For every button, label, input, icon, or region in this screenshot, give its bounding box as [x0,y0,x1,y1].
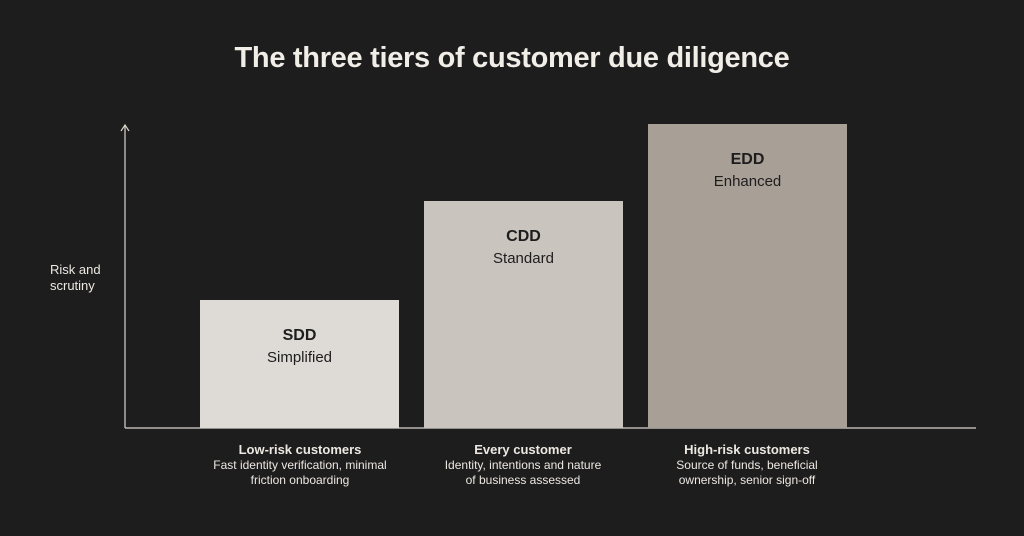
tier-code: SDD [282,327,317,344]
tier-bar: CDD Standard [424,201,623,428]
tier-audience: Every customer [474,442,572,457]
tier-name: Standard [493,250,554,267]
tier-caption: Low-risk customers Fast identity verific… [180,442,420,488]
tier-audience: Low-risk customers [238,442,362,457]
tier-description: of business assessed [465,473,581,487]
tier-code: CDD [506,228,541,245]
axis-arrow [120,123,130,132]
tier-code: EDD [730,151,765,168]
tier-name: Enhanced [713,173,782,190]
tier-description: Source of funds, beneficial [676,458,818,472]
tier-description: friction onboarding [250,473,350,487]
title: The three tiers of customer due diligenc… [234,42,790,74]
tier-bar: EDD Enhanced [648,124,847,428]
axis-label: Risk and [50,262,101,277]
tier-bar: SDD Simplified [200,300,399,428]
tier-name: Simplified [266,349,333,366]
tier-caption: High-risk customers Source of funds, ben… [627,442,867,488]
tier-description: Fast identity verification, minimal [213,458,387,472]
tier-caption: Every customer Identity, intentions and … [403,442,643,488]
axis-label: scrutiny [50,278,95,293]
tier-audience: High-risk customers [684,442,810,457]
tier-description: ownership, senior sign-off [678,473,816,487]
tier-description: Identity, intentions and nature [444,458,602,472]
